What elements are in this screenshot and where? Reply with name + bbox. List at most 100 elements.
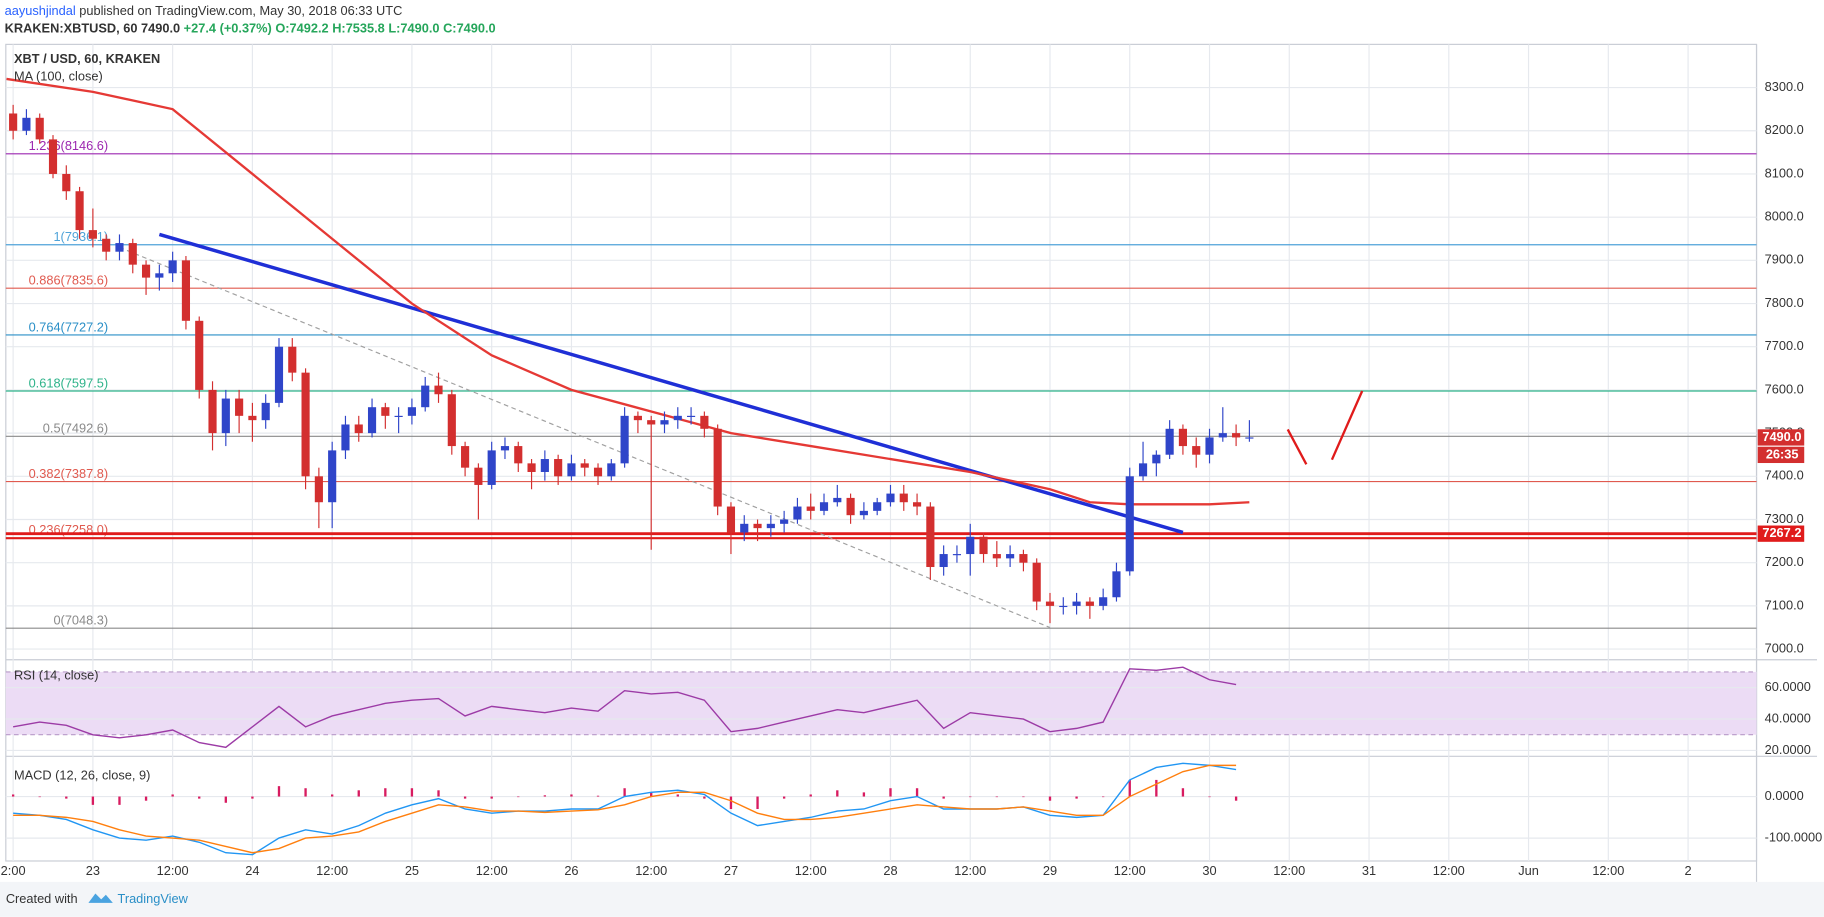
x-tick-label: 29 [1043,863,1057,878]
candle-body [673,415,682,421]
candle-body [328,450,337,503]
x-tick-label: 12:00 [157,863,189,878]
x-tick-label: 12:00 [954,863,986,878]
y-tick-label: 7700.0 [1765,338,1804,353]
candle-body [168,260,177,274]
x-tick-label: 26 [564,863,578,878]
x-tick-label: 12:00 [795,863,827,878]
candle-body [527,463,536,472]
macd-histogram [1075,796,1078,799]
candle-body [1006,554,1015,559]
fib-label: 0(7048.3) [53,613,108,628]
candle-body [580,463,589,468]
price-tag [1757,429,1805,446]
candle-body [35,117,44,140]
y-tick-label: 60.0000 [1765,679,1811,694]
candle-body [461,446,470,468]
y-tick-label: 7200.0 [1765,554,1804,569]
y-tick-label: 7000.0 [1765,640,1804,655]
candle-body [1205,437,1214,455]
candle-body [1085,601,1094,606]
x-tick-label: 12:00 [1273,863,1305,878]
macd-histogram [144,796,148,801]
macd-histogram [889,788,892,797]
candle-body [700,415,709,429]
candle-body [540,459,549,472]
macd-histogram [171,794,174,797]
macd-histogram [676,794,679,797]
candle-body [979,536,988,555]
y-tick-label: 7600.0 [1765,381,1804,396]
candle-body [1165,428,1174,455]
price-tag-label: 7490.0 [1762,429,1801,444]
panel-title: RSI (14, close) [14,667,99,682]
macd-histogram [251,796,254,799]
candle-body [394,415,403,418]
macd-histogram [703,796,706,799]
candle-body [341,424,350,451]
candle-body [833,497,842,503]
ohlc: H:7535.8 [332,21,385,36]
candle-body [554,459,563,477]
macd-histogram [543,795,547,797]
x-tick-label: 28 [883,863,897,878]
candle-body [966,536,975,555]
x-tick-label: Jun [1518,863,1539,878]
author[interactable]: aayushjindal [5,3,76,18]
change: +27.4 (+0.37%) [184,21,272,36]
ohlc: O:7492.2 [275,21,328,36]
x-tick-label: 12:00 [476,863,508,878]
macd-histogram [1048,796,1052,801]
candle-body [48,139,58,174]
x-tick-label: 24 [245,863,259,878]
fib-label: 1(7936.1) [53,229,108,244]
macd-histogram [331,794,334,797]
candle-body [1178,428,1188,447]
candle-body [221,398,230,434]
candle-body [620,415,629,464]
ohlc: C:7490.0 [443,21,496,36]
macd-histogram [1181,788,1185,797]
candle-body [780,519,789,524]
candle-body [314,476,323,503]
footer-brand[interactable]: TradingView [117,891,188,906]
candle-body [873,502,882,511]
candle-body [607,463,616,477]
candle-body [235,398,244,416]
panel-title: MACD (12, 26, close, 9) [14,767,150,782]
candle-body [421,385,430,408]
y-tick-label: 8000.0 [1765,209,1804,224]
macd-histogram [304,788,307,797]
macd-histogram [198,796,201,799]
candle-body [899,493,908,503]
candle-body [500,446,510,451]
countdown: 26:35 [1766,446,1799,461]
x-tick-label: 23 [86,863,100,878]
fib-label: 0.5(7492.6) [43,421,108,436]
macd-histogram [995,796,998,798]
fib-label: 0.886(7835.6) [29,273,109,288]
candle-body [434,385,443,395]
candle-body [1112,571,1121,598]
panel-title: XBT / USD, 60, KRAKEN [14,51,160,66]
countdown-tag [1757,446,1805,464]
y-tick-label: 7300.0 [1765,511,1804,526]
macd-histogram [224,796,227,803]
macd-histogram [1155,779,1158,797]
y-tick-label: 40.0000 [1765,710,1811,725]
y-tick-label: 7100.0 [1765,597,1804,612]
candle-body [9,113,18,131]
candle-body [952,554,962,556]
candle-body [1245,437,1254,439]
footer-created: Created with [6,891,78,906]
macd-histogram [809,794,812,797]
macd-histogram [596,795,600,797]
y-tick-label: 7400.0 [1765,468,1804,483]
rsi-band [5,671,1757,735]
macd-histogram [384,788,387,797]
legend-entry: MA (100, close) [14,68,103,83]
x-tick-label: 2:00 [1,863,26,878]
